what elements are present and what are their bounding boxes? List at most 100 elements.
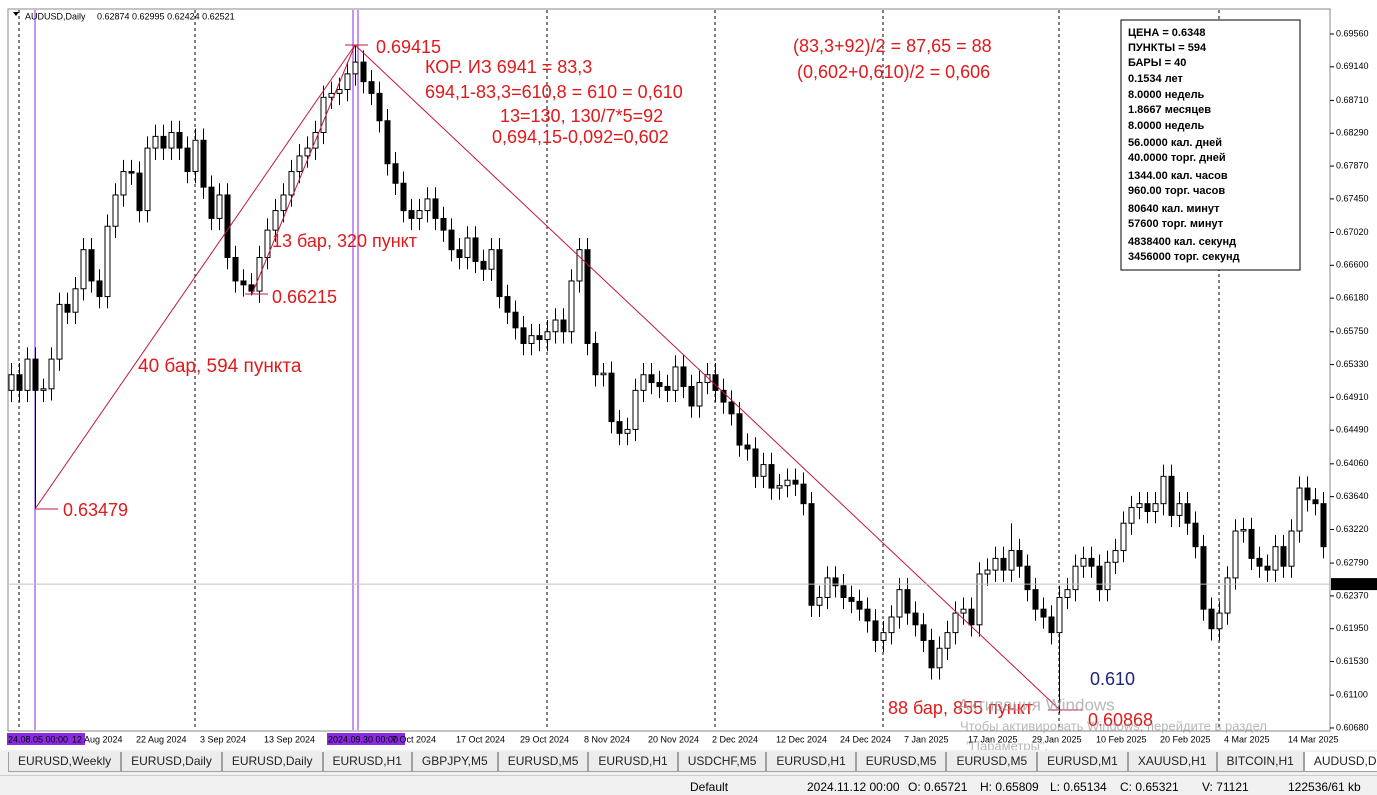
candle-body (1224, 577, 1231, 614)
info-line: 0.1534 лет (1128, 73, 1184, 85)
candle-body (592, 342, 599, 376)
candle-body (296, 155, 303, 173)
candle-body (536, 335, 543, 341)
candle-body (824, 577, 831, 598)
candle-body (760, 464, 767, 477)
y-tick-label: 0.64490 (1336, 425, 1369, 435)
info-line: ПУНКТЫ = 594 (1128, 42, 1207, 54)
chart-tab[interactable]: EURUSD,Daily (221, 752, 323, 772)
candle-body (208, 186, 215, 219)
candle-body (1160, 475, 1167, 505)
chart-tab[interactable]: EURUSD,Weekly (8, 752, 122, 772)
candle-body (928, 639, 935, 669)
y-tick-label: 0.62370 (1336, 590, 1369, 600)
annotation: 0,694,15-0,092=0,602 (492, 127, 669, 147)
x-label-highlight (7, 733, 85, 745)
info-line: 57600 торг. минут (1128, 218, 1224, 230)
candle-body (656, 382, 663, 387)
candle-body (136, 172, 143, 212)
status-field: V: 71121 (1202, 780, 1249, 794)
candle-body (88, 249, 95, 282)
chart-tab[interactable]: GBPJPY,M5 (411, 752, 498, 772)
candle-body (168, 131, 175, 149)
candle-body (1056, 596, 1063, 634)
candle-body (152, 135, 159, 149)
annotation: 0.610 (1090, 669, 1135, 689)
candle-body (1208, 608, 1215, 630)
candle-body (144, 147, 151, 212)
chart-tab[interactable]: EURUSD,Daily (121, 752, 222, 772)
chart-tab[interactable]: EURUSD,M1 (1037, 752, 1128, 772)
candle-body (616, 421, 623, 434)
candle-body (680, 366, 687, 387)
status-field: L: 0.65134 (1050, 780, 1107, 794)
chart-tab[interactable]: USDCHF,M5 (677, 752, 767, 772)
candle-body (1304, 487, 1311, 501)
candle-body (200, 139, 207, 188)
chart-tab[interactable]: BITCOIN,H1 (1216, 752, 1304, 772)
candle-body (120, 171, 127, 196)
info-line: БАРЫ = 40 (1128, 57, 1186, 69)
y-tick-label: 0.67450 (1336, 193, 1369, 203)
candle-body (544, 331, 551, 341)
candle-body (648, 374, 655, 384)
candle-body (416, 210, 423, 219)
candle-body (1072, 565, 1079, 591)
candle-body (1152, 503, 1159, 512)
x-tick-label: 24.08.05 00:00 (8, 734, 68, 744)
candle-body (352, 61, 359, 75)
candle-body (968, 608, 975, 626)
candle-body (1016, 550, 1023, 567)
candle-body (272, 210, 279, 231)
candle-body (1240, 528, 1247, 532)
x-tick-label: 24 Dec 2024 (840, 734, 891, 744)
chart-tab[interactable]: EURUSD,H1 (588, 752, 678, 772)
status-field: 122536/61 kb (1288, 780, 1361, 794)
candle-body (40, 388, 47, 391)
info-line: 1344.00 кал. часов (1128, 170, 1228, 182)
candle-body (320, 96, 327, 133)
chart-tab[interactable]: AUDUSD,Daily (1303, 752, 1377, 772)
info-line: 4838400 кал. секунд (1128, 236, 1236, 248)
chart-tab[interactable]: EURUSD,M5 (855, 752, 947, 772)
y-tick-label: 0.66600 (1336, 260, 1369, 270)
chart-tab[interactable]: EURUSD,H1 (766, 752, 856, 772)
candle-body (216, 194, 223, 219)
candle-body (624, 428, 631, 434)
candle-body (1192, 522, 1199, 548)
info-line: 8.0000 недель (1128, 120, 1205, 132)
y-tick-label: 0.61530 (1336, 656, 1369, 666)
annotation: 0.60868 (1088, 710, 1153, 730)
candle-body (1112, 550, 1119, 563)
x-tick-label: 2 Dec 2024 (712, 734, 758, 744)
candle-body (1312, 499, 1319, 505)
candle-body (1176, 503, 1183, 516)
x-tick-label: 14 Mar 2025 (1288, 734, 1339, 744)
chart-tab[interactable]: EURUSD,M5 (497, 752, 589, 772)
candle-body (1120, 522, 1127, 552)
candle-body (224, 194, 231, 259)
candle-body (448, 229, 455, 251)
candle-body (432, 198, 439, 219)
chart-tab[interactable]: XAUUSD,H1 (1127, 752, 1217, 772)
candle-body (840, 585, 847, 598)
candle-body (1008, 550, 1015, 571)
status-field: C: 0.65321 (1120, 780, 1179, 794)
y-tick-label: 0.66180 (1336, 293, 1369, 303)
candle-body (552, 319, 559, 333)
candle-body (512, 311, 519, 329)
candle-body (600, 372, 607, 376)
candle-body (192, 139, 199, 173)
candle-body (240, 280, 247, 286)
candle-body (368, 81, 375, 94)
candle-body (808, 503, 815, 606)
status-field: H: 0.65809 (980, 780, 1039, 794)
candle-body (488, 249, 495, 270)
chart-tab[interactable]: EURUSD,H1 (322, 752, 412, 772)
chart-tab[interactable]: EURUSD,M5 (946, 752, 1038, 772)
candle-body (744, 444, 751, 450)
candle-body (96, 280, 103, 298)
y-tick-label: 0.69140 (1336, 61, 1369, 71)
candle-body (880, 632, 887, 641)
candle-body (360, 61, 367, 83)
